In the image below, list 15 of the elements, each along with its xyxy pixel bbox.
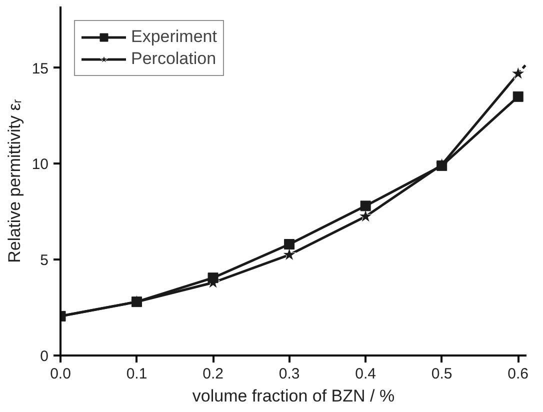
y-tick-label: 5 [40, 252, 48, 270]
y-tick-label: 10 [32, 156, 49, 174]
x-tick-label: 0.4 [355, 366, 376, 382]
x-tick-label: 0.1 [126, 366, 148, 382]
x-tick-label: 0.6 [508, 366, 529, 382]
x-tick-label: 0.3 [278, 366, 300, 382]
x-tick-label: 0.2 [202, 366, 224, 382]
x-tick-label: 0.0 [50, 366, 71, 382]
y-tick-label: 15 [32, 60, 49, 78]
y-tick-label: 0 [40, 348, 48, 365]
y-axis-title: Relative permittivity εᵣ [4, 99, 24, 263]
x-tick-label: 0.5 [431, 366, 452, 382]
x-axis-title: volume fraction of BZN / % [192, 386, 395, 406]
legend-label: Experiment [131, 27, 217, 47]
legend-label: Percolation [131, 49, 216, 69]
